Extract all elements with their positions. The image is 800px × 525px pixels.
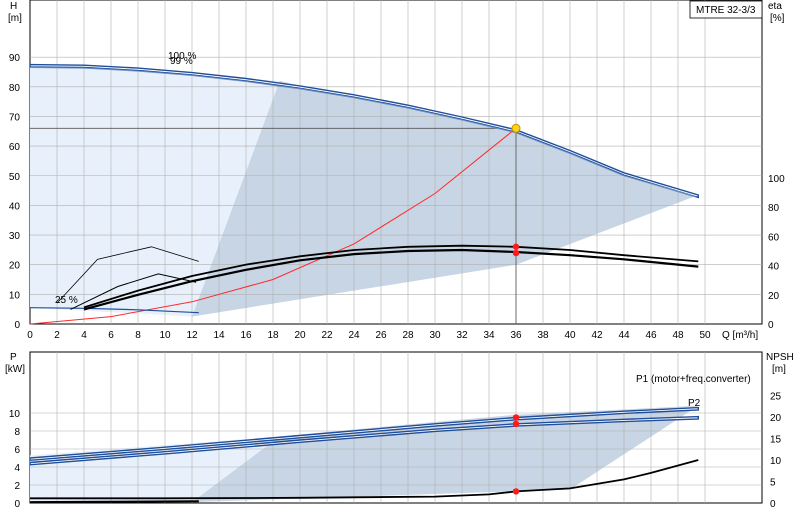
eta-tick-label: 40 (768, 262, 780, 273)
q-tick-label: 34 (483, 330, 495, 341)
bottom-area-dark (192, 405, 699, 503)
q-tick-label: 2 (54, 330, 60, 341)
q-tick-label: 16 (240, 330, 252, 341)
eta-curve-2 (83, 248, 699, 311)
head-curve-25 (29, 307, 199, 314)
eta-curve-1 (83, 244, 699, 309)
power-duty-marker (512, 420, 520, 427)
head-tick-label: 70 (9, 112, 21, 123)
system-curve (29, 127, 517, 325)
power-tick-label: 0 (14, 499, 20, 510)
eta-curve-low-2 (70, 273, 197, 310)
power-duty-marker (512, 488, 520, 495)
p2-curve (29, 415, 699, 466)
eta-tick-label: 80 (768, 203, 780, 214)
head-curve-100 (29, 63, 699, 199)
power-duty-marker (512, 414, 520, 421)
npsh-tick-label: 15 (770, 435, 782, 446)
chart-title: MTRE 32-3/3 (696, 5, 756, 16)
head-tick-label: 60 (9, 142, 21, 153)
y-axis-unit-eta: [%] (770, 13, 785, 24)
q-tick-label: 30 (429, 330, 441, 341)
speed-label-100: 100 % (168, 51, 196, 62)
y-axis-title-head: H (10, 1, 17, 12)
series-label-p1: P1 (motor+freq.converter) (636, 374, 751, 385)
y-axis-unit-head: [m] (8, 13, 22, 24)
eta-duty-marker (512, 243, 520, 250)
y-axis-title-power: P (10, 352, 17, 363)
head-tick-label: 30 (9, 231, 21, 242)
q-tick-label: 32 (456, 330, 468, 341)
q-tick-label: 10 (159, 330, 171, 341)
y-axis-title-eta: eta (768, 1, 782, 12)
npsh-tick-label: 10 (770, 456, 782, 467)
p-low-curve (29, 500, 199, 504)
series-label-p2: P2 (688, 398, 701, 409)
q-tick-label: 38 (537, 330, 549, 341)
y-axis-title-npsh: NPSH (766, 352, 794, 363)
head-tick-label: 80 (9, 83, 21, 94)
head-tick-label: 0 (14, 320, 20, 331)
q-tick-label: 14 (213, 330, 225, 341)
power-tick-label: 2 (14, 481, 20, 492)
eta-tick-label: 100 (768, 174, 785, 185)
q-tick-label: 36 (510, 330, 522, 341)
q-tick-label: 24 (348, 330, 360, 341)
npsh-curve (30, 459, 699, 500)
npsh-tick-label: 25 (770, 392, 782, 403)
head-tick-label: 50 (9, 172, 21, 183)
q-tick-label: 40 (564, 330, 576, 341)
p1-curve (29, 406, 699, 462)
head-tick-label: 40 (9, 201, 21, 212)
head-tick-label: 90 (9, 53, 21, 64)
q-tick-label: 20 (294, 330, 306, 341)
eta-tick-label: 60 (768, 232, 780, 243)
speed-label-99: 99 % (170, 56, 193, 67)
q-tick-label: 26 (375, 330, 387, 341)
duty-point-marker (511, 123, 521, 133)
eta-curve-low-1 (56, 246, 199, 304)
q-tick-label: 50 (699, 330, 711, 341)
q-tick-label: 48 (672, 330, 684, 341)
power-tick-label: 8 (14, 427, 20, 438)
q-tick-label: 28 (402, 330, 414, 341)
y-axis-unit-npsh: [m] (772, 364, 786, 375)
q-tick-label: 22 (321, 330, 333, 341)
y-axis-unit-power: [kW] (5, 364, 25, 375)
eta-duty-marker (512, 249, 520, 257)
q-tick-label: 4 (81, 330, 87, 341)
eta-tick-label: 20 (768, 291, 780, 302)
power-tick-label: 6 (14, 445, 20, 456)
q-tick-label: 8 (135, 330, 141, 341)
power-tick-label: 10 (9, 409, 21, 420)
npsh-tick-label: 20 (770, 413, 782, 424)
top-area-light (30, 64, 280, 317)
speed-label-25: 25 % (55, 295, 78, 306)
title-box (689, 0, 763, 19)
eta-tick-label: 0 (768, 320, 774, 331)
power-tick-label: 4 (14, 463, 20, 474)
npsh-tick-label: 0 (770, 499, 776, 510)
head-curve-99 (29, 67, 696, 197)
q-tick-label: 6 (108, 330, 114, 341)
q-tick-label: 44 (618, 330, 630, 341)
q-tick-label: 42 (591, 330, 603, 341)
q-tick-label: 18 (267, 330, 279, 341)
head-tick-label: 20 (9, 261, 21, 272)
q-tick-label: 0 (27, 330, 33, 341)
head-tick-label: 10 (9, 290, 21, 301)
npsh-tick-label: 5 (770, 478, 776, 489)
x-axis-title-q: Q [m³/h] (722, 330, 758, 341)
q-tick-label: 12 (186, 330, 198, 341)
q-tick-label: 46 (645, 330, 657, 341)
